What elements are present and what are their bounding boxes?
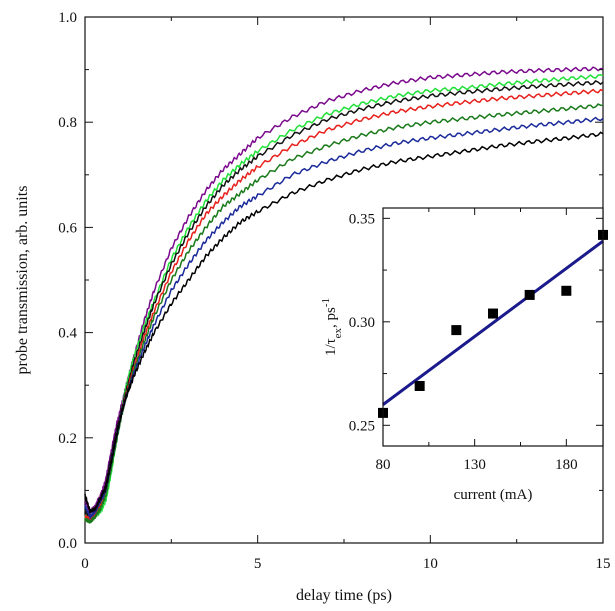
y-tick-label: 0.2 (58, 431, 77, 447)
series-line-5 (84, 103, 604, 524)
inset-x-tick-label: 180 (555, 457, 578, 473)
inset-y-tick-label: 0.25 (349, 418, 375, 434)
inset-ylabel-unit: , ps (323, 307, 339, 328)
inset-x-ticks: 80 130 180 (376, 208, 578, 473)
y-tick-label: 0.8 (58, 115, 77, 131)
inset-x-tick-label: 130 (463, 457, 486, 473)
inset-plot-frame (382, 207, 604, 447)
y-axis-title: probe transmission, arb. units (14, 186, 31, 375)
inset-y-axis-title: 1/τex, ps-1 (320, 298, 344, 356)
inset-background (383, 208, 603, 446)
inset-ylabel-main: 1/ (323, 344, 339, 357)
inset-ylabel-sub: ex (332, 327, 344, 338)
series-line-1 (84, 66, 604, 514)
inset-y-tick-label: 0.35 (349, 211, 375, 227)
inset-data-point (414, 380, 425, 391)
inset-y-ticks: 0.25 0.30 0.35 (349, 211, 603, 434)
inset-plot: 80 130 180 0.25 0.30 0.35 current (mA) 1/τex… (320, 207, 608, 503)
main-series-group (84, 66, 604, 524)
y-tick-label: 1.0 (58, 10, 77, 26)
y-tick-label: 0.0 (58, 536, 77, 552)
x-tick-label: 0 (81, 556, 89, 572)
series-line-7 (84, 131, 604, 515)
main-plot: 0 5 10 15 0.0 0.2 0.4 0.6 0.8 1.0 delay time (ps… (14, 10, 611, 604)
series-line-2 (84, 73, 604, 520)
y-tick-label: 0.4 (58, 326, 77, 342)
inset-x-tick-label: 80 (376, 457, 391, 473)
inset-data-point (524, 289, 535, 300)
inset-ylabel-sup: -1 (320, 298, 332, 307)
inset-ylabel-tau: τ (323, 338, 339, 344)
x-tick-label: 5 (254, 556, 262, 572)
inset-data-point (451, 325, 462, 336)
inset-data-point (488, 308, 498, 319)
x-tick-label: 10 (423, 556, 438, 572)
inset-x-axis-title: current (mA) (454, 487, 533, 503)
x-tick-label: 15 (596, 556, 611, 572)
inset-y-tick-label: 0.30 (349, 315, 375, 331)
y-tick-label: 0.6 (58, 220, 77, 236)
inset-fit-line (382, 239, 604, 406)
inset-data-point (561, 285, 572, 296)
x-axis-title: delay time (ps) (296, 587, 392, 604)
main-x-ticks: 0 5 10 15 (81, 17, 611, 572)
